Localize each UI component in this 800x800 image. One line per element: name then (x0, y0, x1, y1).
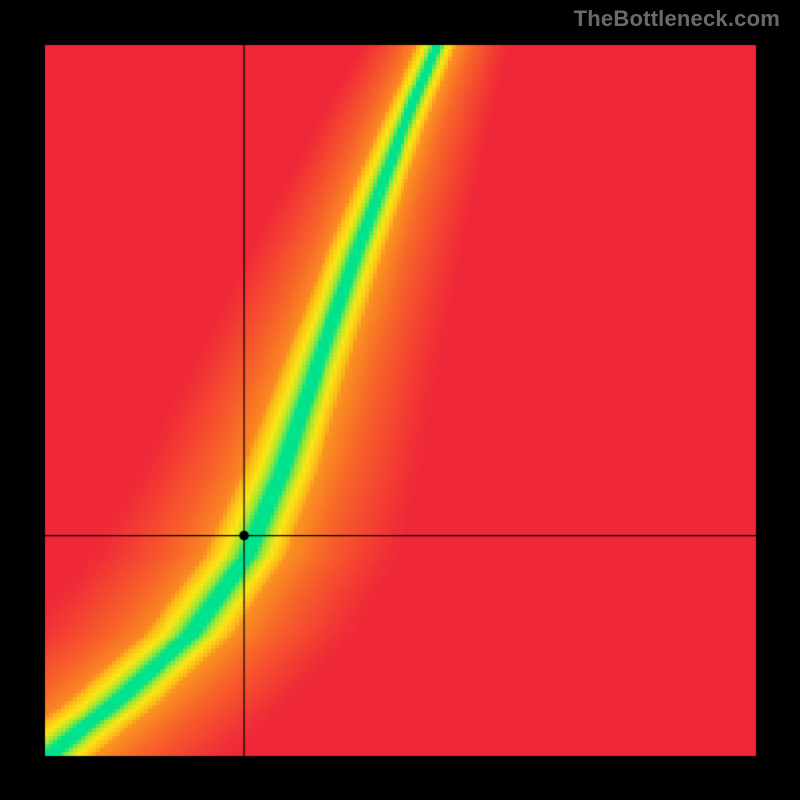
heatmap-canvas (0, 0, 800, 800)
chart-root: TheBottleneck.com (0, 0, 800, 800)
watermark-text: TheBottleneck.com (574, 6, 780, 32)
